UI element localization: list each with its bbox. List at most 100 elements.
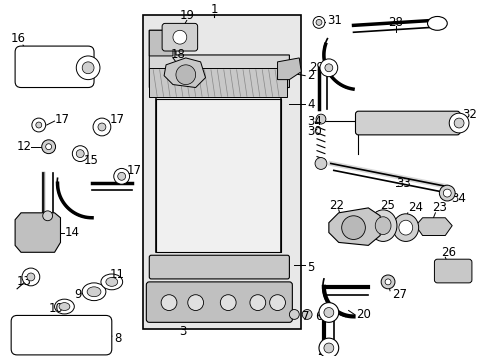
Text: 16: 16 <box>11 32 26 45</box>
Polygon shape <box>149 30 289 87</box>
Text: 10: 10 <box>48 302 63 315</box>
Ellipse shape <box>374 217 390 234</box>
Text: 28: 28 <box>388 16 403 29</box>
Circle shape <box>319 59 337 77</box>
Text: 6: 6 <box>314 310 322 323</box>
Ellipse shape <box>59 303 70 311</box>
Polygon shape <box>149 30 173 56</box>
Circle shape <box>76 150 84 158</box>
Text: 23: 23 <box>431 201 447 215</box>
FancyBboxPatch shape <box>355 111 459 135</box>
Text: 2: 2 <box>306 69 314 82</box>
Text: 4: 4 <box>306 98 314 111</box>
Ellipse shape <box>427 17 447 30</box>
Circle shape <box>324 64 332 72</box>
Ellipse shape <box>106 278 118 286</box>
Bar <box>149 68 287 98</box>
Ellipse shape <box>392 214 418 242</box>
Text: 24: 24 <box>407 201 422 215</box>
Polygon shape <box>15 213 61 252</box>
Circle shape <box>269 295 285 311</box>
Bar <box>156 99 280 252</box>
Circle shape <box>380 275 394 289</box>
Circle shape <box>42 211 53 221</box>
Circle shape <box>27 273 35 281</box>
Text: 13: 13 <box>17 275 32 288</box>
Polygon shape <box>328 208 379 246</box>
Text: 3: 3 <box>179 325 186 338</box>
Circle shape <box>114 168 129 184</box>
Circle shape <box>318 338 338 358</box>
Text: 27: 27 <box>391 288 406 301</box>
Text: 34: 34 <box>306 114 322 127</box>
Text: 12: 12 <box>17 140 32 153</box>
Circle shape <box>249 295 265 311</box>
Circle shape <box>302 310 311 319</box>
Ellipse shape <box>87 287 101 297</box>
Text: 33: 33 <box>395 177 410 190</box>
Text: 32: 32 <box>461 108 476 121</box>
Circle shape <box>173 30 186 44</box>
Ellipse shape <box>82 283 106 301</box>
Text: 21: 21 <box>316 346 331 359</box>
Circle shape <box>93 118 111 136</box>
Circle shape <box>36 122 41 128</box>
Text: 17: 17 <box>110 113 124 126</box>
Circle shape <box>448 113 468 133</box>
Circle shape <box>32 118 45 132</box>
Text: 5: 5 <box>306 261 314 274</box>
Circle shape <box>289 310 299 319</box>
Text: 7: 7 <box>302 310 309 323</box>
Circle shape <box>22 268 40 286</box>
Text: 34: 34 <box>450 192 465 204</box>
Circle shape <box>323 307 333 318</box>
Ellipse shape <box>55 299 74 314</box>
Text: 14: 14 <box>64 226 79 239</box>
Text: 1: 1 <box>210 3 218 16</box>
FancyBboxPatch shape <box>162 23 197 51</box>
FancyBboxPatch shape <box>15 46 94 87</box>
Polygon shape <box>415 218 451 235</box>
FancyBboxPatch shape <box>433 259 471 283</box>
Circle shape <box>314 158 326 170</box>
Circle shape <box>72 146 88 162</box>
Circle shape <box>161 295 177 311</box>
Text: 11: 11 <box>110 269 124 282</box>
Text: 31: 31 <box>326 14 341 27</box>
Text: 17: 17 <box>55 113 69 126</box>
Circle shape <box>443 189 450 197</box>
Text: 26: 26 <box>441 246 455 259</box>
Circle shape <box>98 123 106 131</box>
Text: 20: 20 <box>356 308 370 321</box>
Text: 25: 25 <box>379 199 394 212</box>
Text: 9: 9 <box>74 288 81 301</box>
Text: 29: 29 <box>308 61 324 74</box>
Text: 22: 22 <box>328 199 343 212</box>
Ellipse shape <box>368 210 396 242</box>
Ellipse shape <box>398 220 412 235</box>
Circle shape <box>315 19 321 25</box>
Circle shape <box>82 62 94 74</box>
Circle shape <box>318 303 338 322</box>
Circle shape <box>41 140 56 154</box>
Text: 8: 8 <box>114 332 121 345</box>
FancyBboxPatch shape <box>146 282 292 322</box>
Circle shape <box>312 17 324 28</box>
Text: 17: 17 <box>126 164 142 177</box>
Bar <box>143 15 301 329</box>
Circle shape <box>385 279 390 285</box>
Circle shape <box>118 172 125 180</box>
Text: 30: 30 <box>306 125 321 138</box>
Ellipse shape <box>101 274 122 290</box>
Polygon shape <box>277 58 301 80</box>
Circle shape <box>438 185 454 201</box>
Polygon shape <box>164 58 205 87</box>
Circle shape <box>176 65 195 85</box>
Text: 19: 19 <box>179 9 194 22</box>
Circle shape <box>76 56 100 80</box>
Circle shape <box>187 295 203 311</box>
Circle shape <box>45 144 52 150</box>
Text: 15: 15 <box>84 154 99 167</box>
Circle shape <box>453 118 463 128</box>
Circle shape <box>220 295 236 311</box>
